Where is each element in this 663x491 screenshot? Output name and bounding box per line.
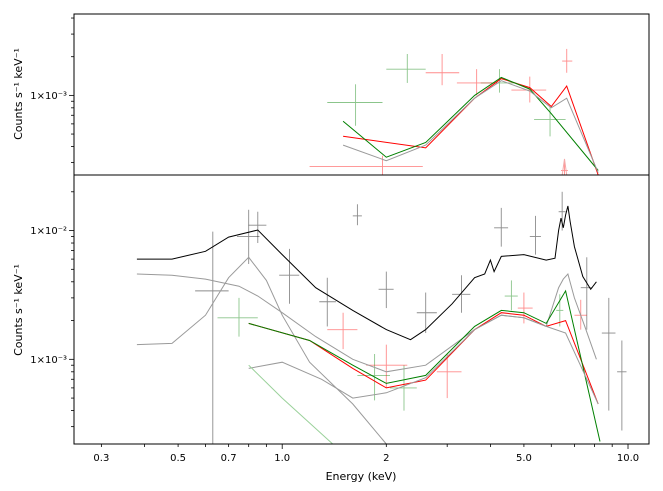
- bottom-data-point: [452, 275, 471, 313]
- bottom-data-point: [366, 344, 408, 388]
- bottom-model-line: [248, 314, 599, 405]
- top-data-point: [386, 53, 426, 83]
- top-panel-y-axis-label: Counts s⁻¹ keV⁻¹: [12, 48, 25, 140]
- bottom-y-tick-label: 1×10⁻³: [30, 355, 67, 366]
- bottom-data-point: [236, 209, 260, 264]
- x-tick-label: 0.5: [170, 453, 186, 464]
- bottom-data-point: [352, 204, 362, 226]
- bottom-data-point: [390, 365, 417, 411]
- bottom-data-point: [494, 207, 509, 247]
- bottom-panel-plot-area: [74, 175, 649, 444]
- top-data-point: [562, 48, 573, 73]
- top-model-line: [561, 158, 568, 175]
- x-tick-label: 0.3: [93, 453, 109, 464]
- top-data-point: [534, 106, 566, 137]
- bottom-data-point: [248, 211, 267, 244]
- top-data-point: [425, 53, 460, 86]
- bottom-data-point: [504, 280, 518, 311]
- bottom-data-point: [416, 292, 437, 334]
- top-y-tick-label: 1×10⁻³: [30, 91, 67, 102]
- bottom-data-point: [327, 312, 358, 350]
- bottom-data-point: [319, 277, 336, 327]
- top-model-line: [342, 76, 599, 171]
- bottom-data-point: [195, 231, 229, 444]
- bottom-model-line: [136, 256, 387, 444]
- bottom-panel-frame: [73, 174, 650, 445]
- x-tick-label: 2: [383, 453, 389, 464]
- x-tick-label: 0.7: [221, 453, 237, 464]
- top-panel-plot-area: [74, 14, 649, 175]
- x-axis-label: Energy (keV): [326, 470, 397, 483]
- bottom-data-point: [580, 257, 593, 330]
- top-data-point: [327, 84, 383, 126]
- bottom-panel: 0.3 0.5 0.7 1.0 2 5.0 10.0 1×10⁻³ 1×10⁻² Counts…: [12, 174, 650, 483]
- bottom-panel-marks: [136, 191, 627, 444]
- bottom-data-point: [601, 297, 616, 411]
- top-panel: 1×10⁻³ Counts s⁻¹ keV⁻¹: [12, 13, 650, 180]
- bottom-model-line: [248, 364, 334, 444]
- bottom-data-point: [378, 271, 394, 309]
- top-model-line: [342, 80, 599, 173]
- bottom-model-line: [136, 205, 597, 341]
- top-data-point: [456, 69, 498, 96]
- bottom-y-tick-label: 1×10⁻²: [30, 226, 67, 237]
- bottom-model-line: [136, 272, 597, 373]
- bottom-data-point: [217, 297, 258, 337]
- bottom-model-line: [248, 289, 601, 442]
- bottom-data-point: [436, 353, 462, 399]
- bottom-panel-y-axis-label: Counts s⁻¹ keV⁻¹: [12, 264, 25, 356]
- x-tick-label: 10.0: [617, 453, 639, 464]
- bottom-data-point: [279, 248, 300, 304]
- x-tick-label: 5.0: [516, 453, 532, 464]
- top-panel-marks: [309, 48, 599, 175]
- bottom-data-point: [529, 215, 541, 255]
- bottom-data-point: [617, 340, 627, 431]
- x-tick-label: 1.0: [274, 453, 290, 464]
- bottom-panel-x-ticks: 0.3 0.5 0.7 1.0 2 5.0 10.0: [93, 444, 639, 464]
